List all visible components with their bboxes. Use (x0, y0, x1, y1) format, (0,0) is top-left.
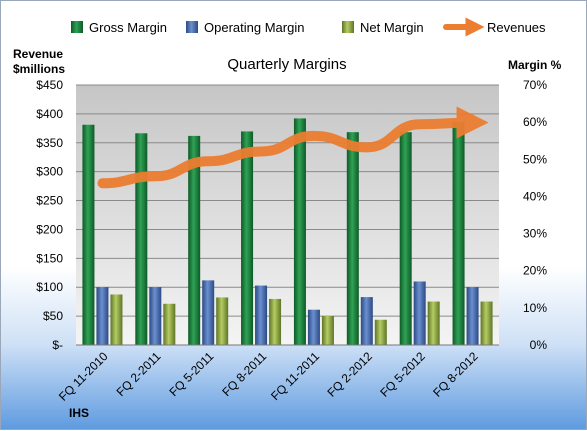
right-axis-ticks: 0% 10% 20% 30% 40% 50% 60% 70% (523, 78, 547, 352)
chart-title: Quarterly Margins (227, 56, 346, 73)
left-axis-ticks: $- $50 $100 $150 $200 $250 $300 $350 $400 $450 (36, 78, 63, 352)
operating-margin-bar (255, 286, 267, 345)
operating-margin-bar (467, 287, 479, 345)
net-margin-bar (481, 302, 493, 345)
right-tick-label: 70% (523, 78, 547, 92)
net-margin-bar (110, 294, 122, 345)
net-margin-bar (163, 304, 175, 345)
net-margin-bar (428, 302, 440, 345)
legend-swatch-net-margin (342, 21, 354, 33)
left-tick-label: $- (52, 338, 63, 352)
operating-margin-bar (308, 310, 320, 345)
x-tick-label: FQ 11-2011 (268, 349, 322, 403)
x-tick-label: FQ 2-2011 (114, 349, 164, 399)
legend: Gross Margin Operating Margin Net Margin… (71, 20, 546, 35)
x-tick-label: FQ 5-2012 (377, 349, 428, 400)
operating-margin-bar (149, 287, 161, 345)
operating-margin-bar (96, 287, 108, 345)
x-tick-label: FQ 5-2011 (166, 349, 216, 399)
net-margin-bar (322, 316, 334, 345)
right-tick-label: 30% (523, 227, 547, 241)
legend-label-gross-margin: Gross Margin (89, 20, 167, 35)
left-axis-label-line2: $millions (13, 62, 65, 76)
x-tick-label: FQ 8-2012 (430, 349, 481, 400)
left-tick-label: $300 (36, 165, 63, 179)
gross-margin-bar (82, 125, 94, 345)
gross-margin-bar (135, 133, 147, 345)
right-tick-label: 60% (523, 115, 547, 129)
gross-margin-bar (294, 118, 306, 345)
gross-margin-bar (347, 132, 359, 345)
right-tick-label: 10% (523, 301, 547, 315)
right-axis-label: Margin % (508, 58, 562, 72)
gross-margin-bar (453, 122, 465, 345)
legend-label-operating-margin: Operating Margin (204, 20, 304, 35)
left-tick-label: $450 (36, 78, 63, 92)
right-tick-label: 40% (523, 189, 547, 203)
source-label: IHS (69, 406, 89, 420)
legend-label-net-margin: Net Margin (360, 20, 424, 35)
legend-swatch-gross-margin (71, 21, 83, 33)
net-margin-bar (375, 320, 387, 345)
legend-label-revenues: Revenues (487, 20, 546, 35)
legend-swatch-operating-margin (186, 21, 198, 33)
operating-margin-bar (414, 281, 426, 345)
operating-margin-bar (361, 297, 373, 345)
x-tick-label: FQ 2-2012 (324, 349, 375, 400)
left-tick-label: $150 (36, 251, 63, 265)
left-axis-label-line1: Revenue (13, 47, 63, 61)
right-tick-label: 20% (523, 264, 547, 278)
x-tick-label: FQ 11-2010 (56, 349, 111, 404)
gross-margin-bar (241, 131, 253, 345)
net-margin-bar (269, 299, 281, 345)
left-tick-label: $400 (36, 107, 63, 121)
left-tick-label: $350 (36, 136, 63, 150)
gross-margin-bar (400, 132, 412, 345)
left-tick-label: $50 (43, 309, 63, 323)
x-tick-label: FQ 8-2011 (219, 349, 269, 399)
left-tick-label: $200 (36, 222, 63, 236)
operating-margin-bar (202, 280, 214, 345)
right-tick-label: 50% (523, 152, 547, 166)
right-tick-label: 0% (530, 338, 548, 352)
left-tick-label: $250 (36, 194, 63, 208)
left-tick-label: $100 (36, 280, 63, 294)
net-margin-bar (216, 297, 228, 345)
